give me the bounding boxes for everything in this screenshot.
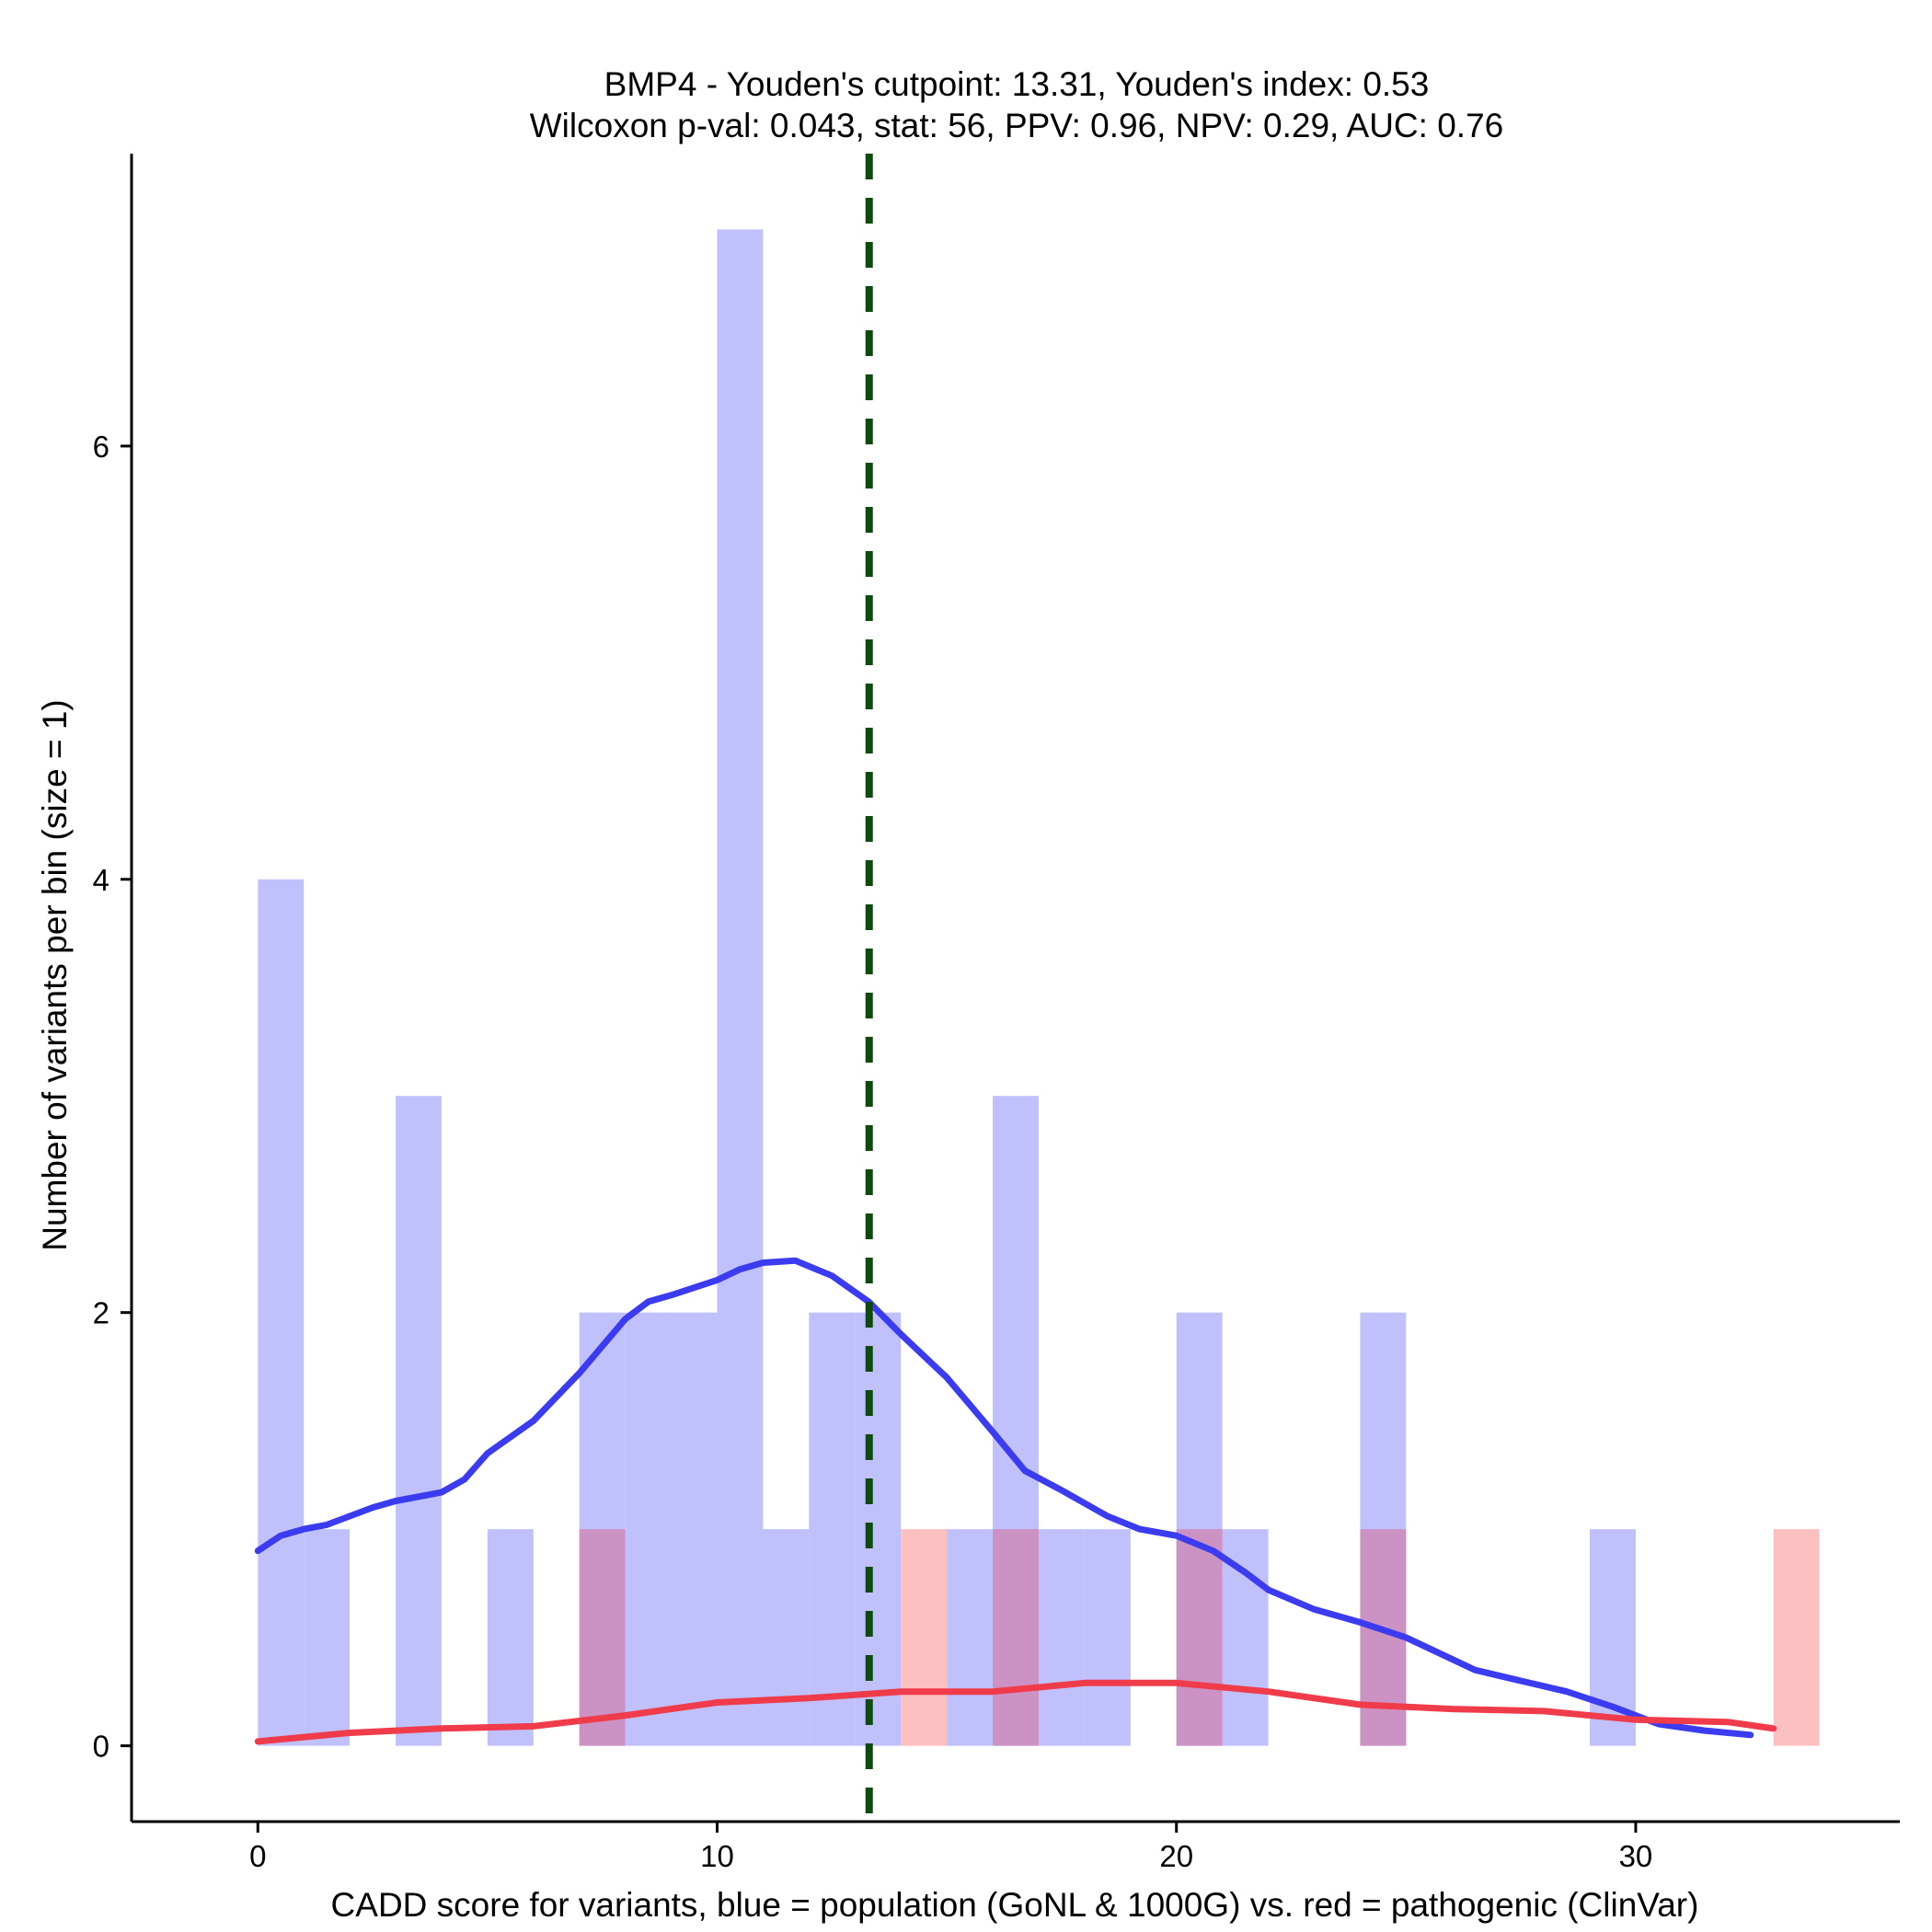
population-density-line (254, 1257, 1754, 1739)
x-tick-label: 10 (700, 1839, 734, 1873)
density-curves (254, 1257, 1777, 1745)
population-bar (763, 1529, 810, 1746)
chart-title-line1: BMP4 - Youden's cutpoint: 13.31, Youden'… (604, 65, 1430, 103)
pathogenic-bar (901, 1529, 948, 1746)
x-ticks: 0 10 20 30 (249, 1822, 1652, 1873)
pathogenic-bars (579, 1529, 1820, 1746)
pathogenic-bar (1773, 1529, 1820, 1746)
population-bar (1038, 1529, 1085, 1746)
axes (130, 154, 1900, 1823)
population-bar (947, 1529, 994, 1746)
population-bar (717, 229, 764, 1746)
population-bar (1084, 1529, 1131, 1746)
population-bars (258, 229, 1636, 1746)
population-bar (396, 1096, 442, 1746)
population-bar (625, 1312, 672, 1746)
y-tick-label: 0 (93, 1730, 109, 1764)
x-tick-label: 0 (249, 1839, 266, 1873)
pathogenic-density-line (254, 1679, 1777, 1745)
population-bar (855, 1312, 902, 1746)
x-axis-label: CADD score for variants, blue = populati… (331, 1886, 1699, 1924)
x-tick-label: 30 (1619, 1839, 1653, 1873)
pathogenic-bar (579, 1529, 626, 1746)
pathogenic-bar (1176, 1529, 1223, 1746)
y-tick-label: 4 (93, 863, 109, 897)
y-axis-label: Number of variants per bin (size = 1) (36, 699, 74, 1250)
population-bar (809, 1312, 856, 1746)
population-bar (304, 1529, 351, 1746)
x-tick-label: 20 (1159, 1839, 1193, 1873)
population-bar (487, 1529, 534, 1746)
population-bar (258, 879, 305, 1746)
y-ticks: 0 2 4 6 (93, 430, 132, 1764)
population-bar (671, 1312, 718, 1746)
chart-title-line2: Wilcoxon p-val: 0.043, stat: 56, PPV: 0.… (530, 107, 1503, 144)
y-tick-label: 6 (93, 430, 109, 464)
y-tick-label: 2 (93, 1296, 109, 1330)
pathogenic-bar (993, 1529, 1039, 1746)
